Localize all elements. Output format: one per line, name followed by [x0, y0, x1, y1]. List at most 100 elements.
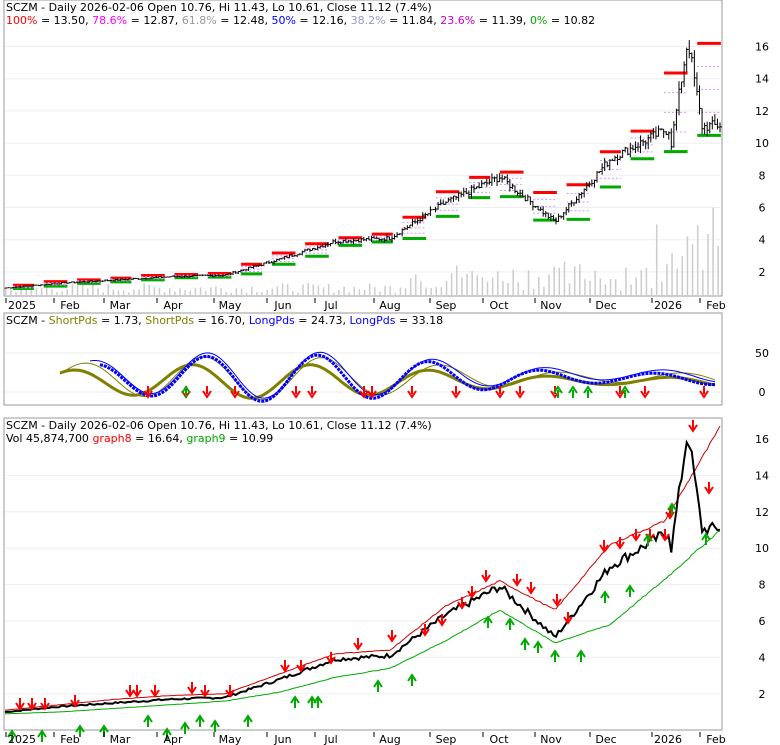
- volume-bar: [497, 271, 499, 296]
- volume-bar: [266, 289, 268, 296]
- x-tick-label: May: [219, 733, 242, 745]
- volume-bar: [358, 289, 361, 296]
- volume-bar: [194, 287, 197, 296]
- x-tick-label: Jun: [273, 299, 291, 312]
- volume-bar: [276, 286, 279, 296]
- y-tick-label: 2: [759, 688, 766, 701]
- buy-signal-arrow: [625, 584, 635, 597]
- x-tick-label: Feb: [60, 733, 79, 745]
- volume-bar: [56, 292, 58, 296]
- buy-signal-arrow: [243, 714, 253, 727]
- y-tick-label: 8: [759, 169, 766, 182]
- volume-bar: [5, 287, 7, 296]
- y-tick-label: 50: [755, 347, 769, 360]
- sell-signal-arrow: [437, 614, 447, 627]
- sell-signal-arrow: [70, 695, 80, 708]
- title-part: Vol 45,874,700: [6, 432, 92, 445]
- y-tick-label: 6: [759, 615, 766, 628]
- volume-bar: [71, 283, 74, 296]
- volume-bars: [5, 207, 719, 296]
- volume-bar: [10, 287, 12, 296]
- sell-signal-arrow: [563, 612, 573, 625]
- sell-signal-arrow: [202, 386, 212, 399]
- volume-bar: [573, 266, 576, 296]
- volume-bar: [148, 284, 151, 296]
- x-tick-label: 2025: [8, 733, 36, 745]
- y-tick-label: 16: [755, 433, 769, 446]
- y-tick-label: 4: [759, 651, 766, 664]
- buy-signal-arrow: [483, 615, 493, 628]
- volume-bar: [256, 292, 258, 296]
- buy-signal-arrow: [533, 640, 543, 653]
- signal-y-axis: 2 4 6 8 10 12 14 16: [755, 433, 769, 701]
- buy-signal-arrow: [407, 673, 417, 686]
- x-tick-label: 2026: [654, 733, 682, 745]
- x-tick-label: Oct: [489, 733, 509, 745]
- volume-bar: [245, 292, 248, 296]
- sell-signal-arrow: [200, 685, 210, 698]
- volume-bar: [502, 281, 504, 296]
- buy-signal-arrow: [701, 532, 711, 545]
- volume-bar: [46, 286, 48, 296]
- volume-bar: [702, 270, 704, 296]
- y-tick-label: 14: [755, 73, 769, 86]
- volume-bar: [599, 278, 602, 296]
- volume-bar: [512, 269, 514, 296]
- volume-bar: [538, 276, 540, 296]
- volume-bar: [281, 283, 284, 296]
- y-tick-label: 4: [759, 234, 766, 247]
- volume-bar: [102, 292, 104, 296]
- sell-signal-arrow: [40, 698, 50, 711]
- volume-bar: [374, 287, 376, 296]
- x-tick-label: Aug: [379, 299, 400, 312]
- volume-bar: [614, 279, 617, 296]
- price-panel-frame: [3, 0, 723, 297]
- volume-bar: [215, 286, 217, 296]
- volume-bar: [445, 281, 448, 296]
- fib-level-label: 38.2%: [351, 14, 386, 27]
- buy-signal-arrow: [180, 721, 190, 734]
- price-panel-title: SCZM - Daily 2026-02-06 Open 10.76, Hi 1…: [6, 1, 432, 14]
- price-y-axis: 2 4 6 8 10 12 14 16: [755, 41, 769, 279]
- volume-bar: [384, 286, 386, 296]
- y-tick-label: 0: [759, 386, 766, 399]
- signal-panel-lines: [4, 425, 721, 715]
- buy-signal-arrow: [373, 679, 383, 692]
- volume-bar: [456, 265, 458, 296]
- volume-bar: [163, 292, 166, 296]
- volume-bar: [399, 287, 402, 296]
- sell-signal-arrow: [326, 652, 336, 665]
- volume-bar: [112, 289, 115, 296]
- sell-signal-arrow: [688, 420, 698, 433]
- sell-signal-arrow: [407, 386, 417, 399]
- volume-bar: [589, 280, 591, 296]
- short-period-line: [59, 356, 716, 401]
- volume-bar: [92, 284, 94, 296]
- buy-signal-arrow: [568, 385, 578, 398]
- fib-level-label: 100%: [6, 14, 37, 27]
- price-bars: [4, 40, 722, 289]
- sell-signal-arrow: [359, 386, 369, 399]
- volume-bar: [169, 288, 171, 296]
- volume-bar: [333, 292, 335, 296]
- volume-bar: [625, 267, 627, 296]
- long-period-line-thick: [99, 353, 716, 403]
- sell-signal-arrow: [125, 685, 135, 698]
- volume-bar: [35, 287, 38, 296]
- volume-bar: [563, 261, 566, 296]
- volume-bar: [471, 270, 473, 296]
- volume-bar: [543, 287, 545, 296]
- volume-bar: [240, 288, 243, 296]
- volume-bar: [630, 284, 632, 296]
- sell-signal-arrow: [704, 482, 714, 495]
- volume-bar: [440, 287, 443, 296]
- sell-signal-arrow: [353, 638, 363, 651]
- volume-bar: [87, 288, 89, 296]
- y-tick-label: 14: [755, 469, 769, 482]
- buy-signal-arrow: [37, 729, 47, 742]
- title-part: LongPds: [349, 314, 395, 327]
- fib-level-value: = 12.16,: [296, 14, 351, 27]
- title-part: ShortPds: [145, 314, 194, 327]
- volume-bar: [251, 286, 253, 296]
- buy-signal-arrow: [162, 727, 172, 740]
